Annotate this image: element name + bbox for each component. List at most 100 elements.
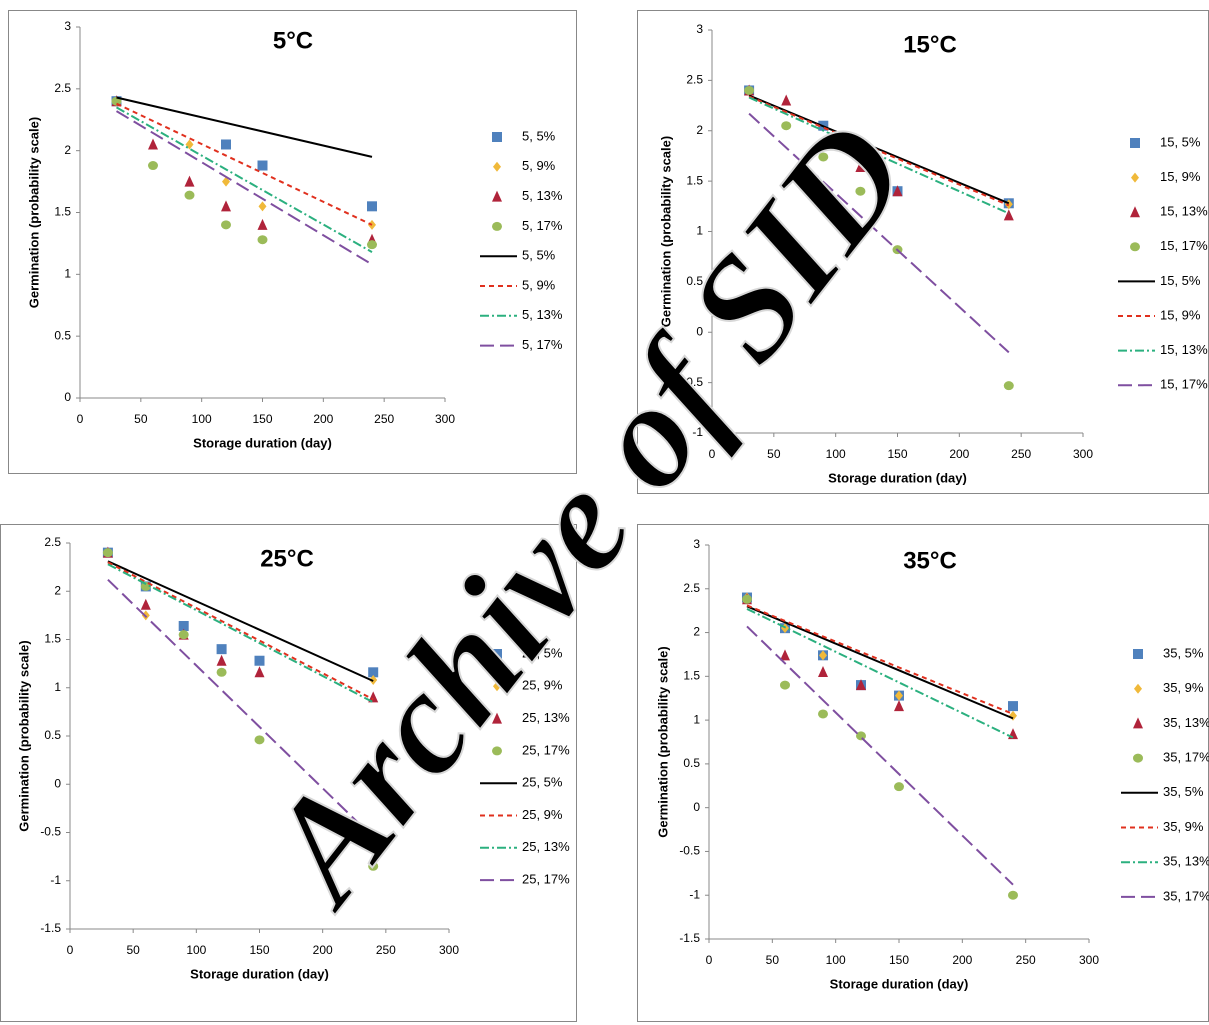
x-tick-label: 250: [1016, 953, 1036, 967]
x-tick-label: 100: [186, 943, 206, 957]
legend-marker: [492, 649, 502, 659]
legend-marker: [1133, 717, 1143, 729]
marker: [221, 139, 231, 150]
chart-title: 15°C: [903, 31, 957, 58]
trend-line: [107, 561, 374, 701]
x-tick-label: 50: [126, 943, 140, 957]
marker: [895, 690, 903, 701]
marker: [818, 138, 829, 150]
y-tick-label: 1: [693, 712, 700, 726]
y-axis-label: Germination (probability scale): [26, 117, 41, 308]
chart-title: 35°C: [903, 547, 957, 574]
legend-label: 35, 13%: [1163, 854, 1209, 869]
x-tick-label: 250: [1011, 447, 1031, 461]
legend-marker: [492, 221, 502, 231]
x-tick-label: 250: [376, 943, 396, 957]
marker: [892, 185, 903, 197]
legend-label: 35, 17%: [1163, 888, 1209, 903]
trend-line: [116, 102, 373, 226]
x-tick-label: 300: [435, 412, 455, 426]
y-tick-label: 1.5: [54, 205, 71, 219]
marker: [818, 709, 828, 719]
x-tick-label: 150: [889, 953, 909, 967]
panel-border: [637, 524, 1209, 1022]
legend-label: 5, 5%: [522, 128, 556, 143]
marker: [856, 731, 866, 741]
legend-marker: [1133, 753, 1143, 763]
marker: [148, 138, 158, 150]
marker: [254, 735, 265, 745]
y-tick-label: 2.5: [54, 81, 71, 95]
y-tick-label: 1: [64, 267, 71, 281]
x-tick-label: 250: [374, 412, 394, 426]
trend-line: [746, 604, 1014, 715]
legend-label: 35, 9%: [1163, 819, 1204, 834]
legend-marker: [493, 161, 501, 172]
marker: [257, 218, 268, 230]
y-tick-label: 0.5: [686, 274, 703, 288]
marker: [367, 201, 377, 212]
marker: [818, 152, 829, 162]
x-tick-label: 200: [313, 412, 333, 426]
legend-label: 25, 13%: [522, 839, 570, 854]
legend-label: 25, 5%: [522, 645, 563, 660]
marker: [258, 201, 267, 212]
legend-label: 35, 5%: [1163, 645, 1204, 660]
y-tick-label: 0.5: [683, 756, 700, 770]
legend-label: 5, 9%: [522, 277, 556, 292]
x-tick-label: 200: [952, 953, 972, 967]
legend-marker: [492, 132, 502, 142]
legend-label: 15, 13%: [1160, 342, 1208, 357]
y-tick-label: -1: [689, 887, 700, 901]
legend-label: 5, 13%: [522, 307, 563, 322]
marker: [178, 630, 189, 640]
y-tick-label: 3: [64, 19, 71, 33]
x-tick-label: 200: [313, 943, 333, 957]
y-tick-label: 1.5: [44, 632, 61, 646]
marker: [254, 666, 265, 678]
trend-line: [748, 94, 1010, 205]
y-tick-label: 0.5: [54, 328, 71, 342]
y-axis-label: Germination (probability scale): [658, 136, 673, 327]
x-tick-label: 300: [1073, 447, 1093, 461]
legend-marker: [1130, 242, 1140, 252]
marker: [184, 190, 195, 200]
x-tick-label: 50: [134, 412, 148, 426]
y-axis-label: Germination (probability scale): [16, 640, 31, 831]
marker: [1008, 890, 1018, 900]
marker: [855, 186, 866, 196]
legend-label: 15, 9%: [1160, 307, 1201, 322]
panel-border: [0, 524, 577, 1022]
legend-label: 35, 17%: [1163, 750, 1209, 765]
y-tick-label: 3: [696, 22, 703, 36]
y-tick-label: 3: [693, 537, 700, 551]
marker: [102, 548, 113, 558]
marker: [1008, 701, 1018, 712]
legend-marker: [492, 746, 502, 756]
x-axis-label: Storage duration (day): [828, 470, 967, 485]
legend-label: 25, 9%: [522, 807, 563, 822]
legend-label: 5, 17%: [522, 218, 563, 233]
trend-line: [748, 95, 1010, 207]
marker: [781, 94, 792, 106]
legend-label: 35, 5%: [1163, 784, 1204, 799]
y-tick-label: -0.5: [679, 844, 700, 858]
marker: [368, 691, 379, 703]
legend-label: 15, 17%: [1160, 377, 1208, 392]
chart-panel: -1.5 -1 -0.5 0 0.5 1 1.5 2 2.5 3 0 50 100 150 200 250 30…: [637, 524, 1209, 1022]
trend-line: [748, 112, 1010, 354]
marker: [1003, 209, 1014, 221]
y-tick-label: -1.5: [679, 931, 700, 945]
x-tick-label: 100: [826, 953, 846, 967]
y-tick-label: 1.5: [686, 173, 703, 187]
legend-marker: [1130, 138, 1140, 148]
y-tick-label: -0.5: [40, 825, 61, 839]
trend-line: [116, 96, 373, 158]
x-axis-label: Storage duration (day): [830, 976, 969, 991]
legend-label: 25, 17%: [522, 742, 570, 757]
marker: [780, 649, 790, 661]
y-tick-label: 0: [693, 800, 700, 814]
y-tick-label: -1: [50, 873, 61, 887]
trend-line: [115, 110, 373, 266]
y-tick-label: 0: [696, 324, 703, 338]
